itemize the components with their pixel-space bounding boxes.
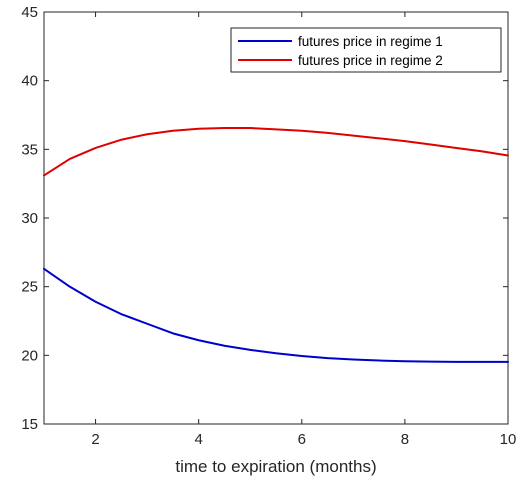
series-layer xyxy=(43,127,509,363)
y-tick-label: 45 xyxy=(21,4,38,21)
legend-label-regime-1: futures price in regime 1 xyxy=(298,34,443,49)
y-tick-label: 20 xyxy=(21,347,38,364)
y-tick-label: 30 xyxy=(21,210,38,227)
legend: futures price in regime 1 futures price … xyxy=(230,27,502,73)
y-tick-label: 40 xyxy=(21,73,38,90)
y-tick-label: 25 xyxy=(21,279,38,296)
y-tick-label: 35 xyxy=(21,141,38,158)
x-tick-label: 2 xyxy=(91,431,99,448)
x-tick-label: 8 xyxy=(401,431,409,448)
legend-box xyxy=(230,27,502,73)
x-tick-label: 6 xyxy=(298,431,306,448)
x-tick-label: 4 xyxy=(194,431,202,448)
legend-label-regime-2: futures price in regime 2 xyxy=(298,53,443,68)
plot-frame xyxy=(43,11,509,425)
x-tick-label: 10 xyxy=(500,431,517,448)
y-axis-ticks: 15 20 25 30 35 40 45 xyxy=(21,4,508,433)
series-line-regime-1 xyxy=(43,267,509,363)
x-axis-label: time to expiration (months) xyxy=(175,457,376,476)
y-tick-label: 15 xyxy=(21,416,38,433)
series-line-regime-2 xyxy=(43,127,509,177)
plot-area: 2 4 6 8 10 15 20 25 30 35 40 45 xyxy=(21,4,516,448)
x-axis-ticks: 2 4 6 8 10 xyxy=(91,12,516,448)
